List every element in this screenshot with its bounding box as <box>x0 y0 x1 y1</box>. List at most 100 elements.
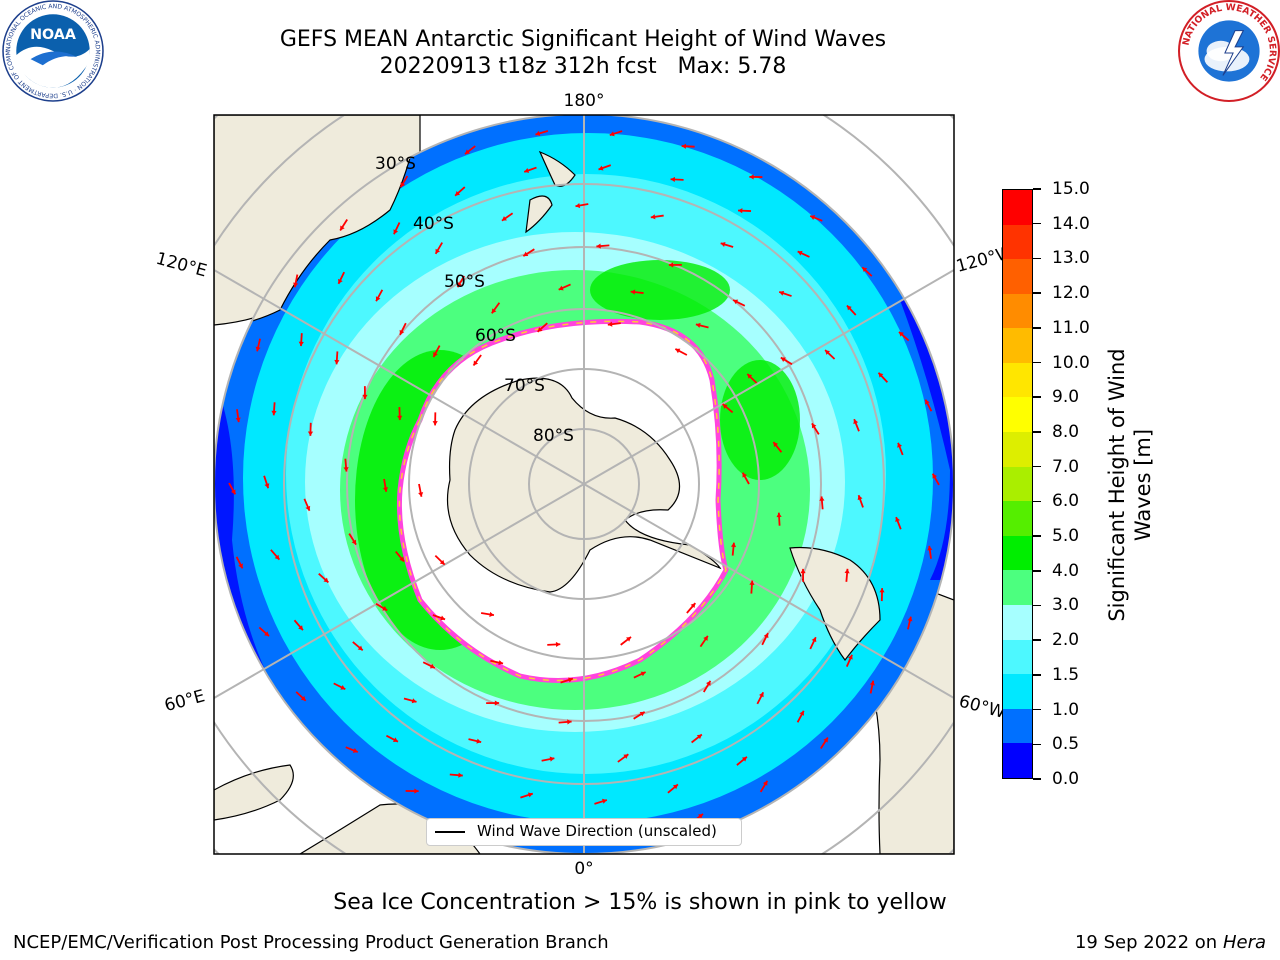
colorbar-segment <box>1003 293 1032 329</box>
wave-arrow-head <box>733 299 739 305</box>
wave-arrow-head <box>362 394 368 400</box>
footer-credit: NCEP/EMC/Verification Post Processing Pr… <box>13 932 609 953</box>
wave-arrow-head <box>681 143 687 149</box>
wave-direction-arrows <box>228 129 940 839</box>
wave-arrow-head <box>696 734 702 740</box>
wave-arrow-head <box>779 290 785 296</box>
wave-arrow-head <box>439 559 445 565</box>
wave-arrow-head <box>780 357 786 362</box>
wave-arrow-head <box>853 419 859 425</box>
colorbar-tick-label: 10.0 <box>1052 352 1090 373</box>
noaa-logo: NATIONAL OCEANIC AND ATMOSPHERIC ADMINIS… <box>2 0 104 102</box>
wave-arrow-head <box>898 331 904 337</box>
wave-arrow-head <box>640 671 646 677</box>
lat-label-50s: 50°S <box>444 272 485 292</box>
wave-arrow-head <box>352 748 358 753</box>
wave-arrow-head <box>675 348 681 354</box>
wave-arrow-head <box>357 645 363 651</box>
wave-arrow-head <box>274 554 280 560</box>
wave-arrow-head <box>799 710 804 716</box>
colorbar-segment <box>1003 362 1032 398</box>
chart-title: GEFS MEAN Antarctic Significant Height o… <box>279 27 887 52</box>
wave-arrow-head <box>730 542 737 548</box>
wave-arrow-head <box>418 492 424 497</box>
lon-label-0: 0° <box>574 859 593 879</box>
colorbar-segment <box>1003 674 1032 709</box>
wave-arrow-head <box>397 415 403 421</box>
wave-arrow-head <box>435 248 441 254</box>
colorbar-tick-label: 8.0 <box>1052 421 1080 442</box>
wave-arrow-head <box>535 130 541 136</box>
wave-arrow-head <box>382 606 388 611</box>
colorbar-tick <box>1033 327 1041 329</box>
wave-arrow-head <box>392 737 398 743</box>
colorbar-tick <box>1033 500 1041 503</box>
wave-arrow-head <box>400 182 406 188</box>
wave-arrow-head <box>264 483 270 489</box>
colorbar-tick-label: 2.0 <box>1052 630 1080 651</box>
wave-arrow-head <box>476 738 482 744</box>
lon-label-120e: 120°E <box>154 249 209 282</box>
wave-arrow-head <box>457 282 462 288</box>
nws-logo: NATIONAL WEATHER SERVICE <box>1178 0 1280 102</box>
colorbar-segment <box>1003 466 1032 502</box>
wave-arrow-head <box>846 305 852 311</box>
colorbar-tick <box>1033 743 1041 746</box>
wave-arrow-head <box>464 149 470 155</box>
colorbar-segment <box>1003 189 1032 225</box>
wave-arrow-head <box>307 431 314 436</box>
colorbar-segment <box>1003 224 1032 260</box>
wave-arrow-head <box>343 467 349 472</box>
wave-arrow-head <box>498 660 504 666</box>
wave-arrow-head <box>668 262 674 268</box>
wave-arrow-head <box>558 285 564 291</box>
wave-arrow-head <box>895 517 901 523</box>
colorbar-tick <box>1033 535 1041 537</box>
wave-arrow-head <box>690 603 696 609</box>
wave-arrow-head <box>607 321 613 327</box>
wave-arrow-head <box>549 756 555 762</box>
wave-arrow-head <box>491 308 497 314</box>
wave-arrow-head <box>706 680 711 686</box>
colorbar-tick <box>1033 431 1041 433</box>
wave-arrow-head <box>230 489 236 495</box>
lat-label-60s: 60°S <box>475 326 516 346</box>
colorbar-tick-label: 12.0 <box>1052 283 1090 304</box>
wave-arrow-head <box>811 423 817 429</box>
title-block: GEFS MEAN Antarctic Significant Height o… <box>150 26 1016 80</box>
wave-arrow-head <box>575 203 581 209</box>
wave-arrow-head <box>598 165 604 171</box>
colorbar-segment <box>1003 432 1032 467</box>
wave-arrow-head <box>773 442 779 447</box>
wave-arrow-head <box>609 131 615 137</box>
colorbar-tick <box>1033 396 1041 398</box>
wave-arrow-head <box>494 700 500 706</box>
wave-arrow-head <box>473 360 479 366</box>
footer-date-text: 19 Sep 2022 on <box>1074 932 1218 953</box>
colorbar-tick <box>1033 257 1041 260</box>
wave-arrow-head <box>825 350 830 355</box>
wave-arrow-head <box>810 215 816 220</box>
wave-arrow-head <box>340 685 346 690</box>
wave-arrow-head <box>862 267 868 273</box>
wave-arrow-head <box>375 296 381 302</box>
wave-arrow-head <box>623 754 629 759</box>
colorbar-label-line2: Waves [m] <box>1131 428 1155 542</box>
wave-arrow-head <box>458 772 463 778</box>
wave-arrow-head <box>537 327 543 332</box>
wave-arrow-head <box>847 654 853 660</box>
wave-arrow-head <box>298 625 303 631</box>
wave-arrow-head <box>650 214 656 220</box>
wave-arrow-head <box>255 346 261 352</box>
wave-arrow-head <box>763 633 769 639</box>
wave-arrow-head <box>523 251 529 257</box>
wave-arrow-head <box>235 417 241 423</box>
colorbar-tick-label: 13.0 <box>1052 248 1090 269</box>
wave-arrow-head <box>932 473 938 479</box>
wave-arrow-head <box>455 190 461 196</box>
wave-arrow-head <box>759 692 764 698</box>
footer-host: Hera <box>1222 932 1266 953</box>
wave-arrow-head <box>555 641 561 648</box>
wave-arrow-head <box>567 719 572 725</box>
wave-arrow-head <box>811 637 817 643</box>
